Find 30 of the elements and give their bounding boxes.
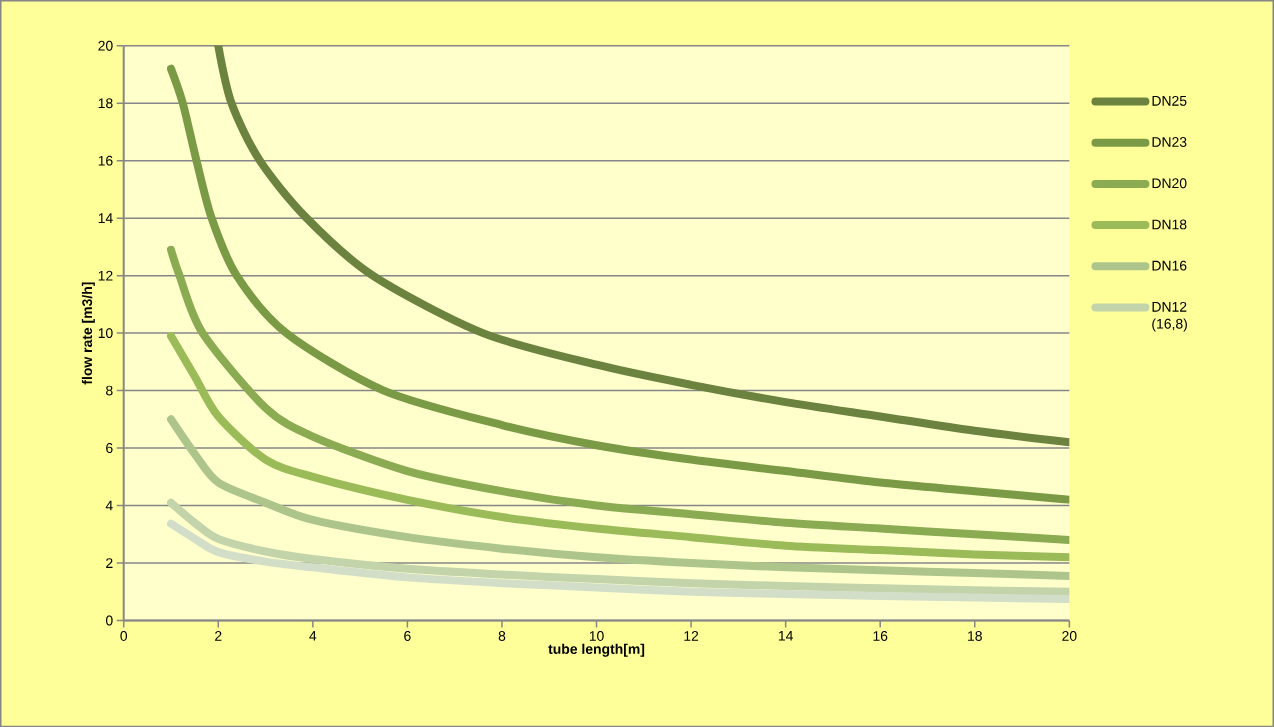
x-tick-label: 14 — [778, 630, 793, 641]
x-tick-label: 2 — [215, 630, 222, 641]
legend-label: DN18 — [1152, 219, 1187, 230]
y-tick-label: 8 — [106, 385, 113, 396]
x-tick-label: 8 — [498, 630, 506, 641]
legend-label: DN25 — [1152, 95, 1187, 106]
x-tick-label: 4 — [309, 630, 317, 641]
x-tick-label: 12 — [684, 630, 699, 641]
x-tick-label: 18 — [968, 630, 982, 641]
x-axis-title: tube length[m] — [548, 643, 645, 657]
y-tick-label: 12 — [98, 270, 113, 281]
legend-label: DN12 (16,8) — [1152, 301, 1187, 332]
x-tick-label: 20 — [1062, 630, 1077, 641]
y-tick-label: 0 — [105, 615, 113, 626]
y-tick-label: 20 — [98, 40, 113, 51]
x-tick-label: 0 — [120, 630, 128, 641]
y-tick-label: 10 — [98, 328, 113, 338]
y-tick-label: 18 — [98, 98, 113, 109]
y-tick-label: 6 — [106, 443, 113, 453]
legend-label: DN16 — [1152, 260, 1187, 271]
x-tick-label: 6 — [404, 630, 411, 641]
y-tick-label: 16 — [98, 155, 113, 166]
y-tick-label: 2 — [106, 558, 113, 568]
y-axis-title: flow rate [m3/h] — [81, 282, 95, 385]
y-tick-label: 14 — [98, 213, 113, 223]
x-tick-label: 10 — [589, 630, 604, 641]
legend-label: DN20 — [1152, 178, 1187, 189]
legend-label: DN23 — [1152, 136, 1187, 147]
x-tick-label: 16 — [873, 630, 888, 641]
y-tick-label: 4 — [105, 500, 113, 511]
